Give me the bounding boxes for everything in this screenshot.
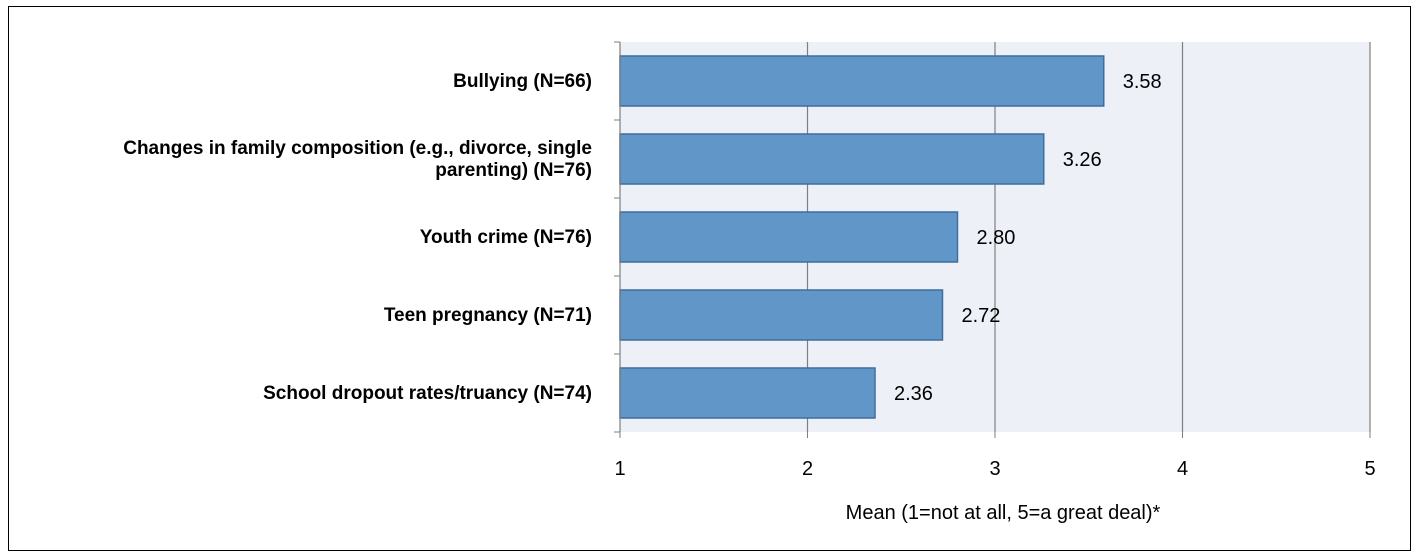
bar	[619, 289, 944, 341]
x-axis-title: Mean (1=not at all, 5=a great deal)*	[846, 502, 1161, 524]
data-label: 2.80	[977, 227, 1016, 249]
x-tick-label: 2	[802, 458, 813, 480]
bars	[619, 55, 1105, 419]
bar	[619, 55, 1105, 107]
category-label: parenting) (N=76)	[435, 160, 592, 181]
category-label: Teen pregnancy (N=71)	[384, 305, 592, 326]
data-label: 3.58	[1123, 71, 1162, 93]
data-label: 2.72	[962, 305, 1001, 327]
x-tick-label: 3	[989, 458, 1000, 480]
category-label: Youth crime (N=76)	[420, 227, 592, 248]
bar	[619, 367, 876, 419]
category-label: Changes in family composition (e.g., div…	[123, 138, 592, 159]
bar	[619, 133, 1045, 185]
tick-labels: 1 2 3 4 5	[614, 458, 1375, 480]
x-tick-label: 4	[1177, 458, 1188, 480]
data-label: 2.36	[894, 383, 933, 405]
x-tick-label: 5	[1364, 458, 1375, 480]
data-label: 3.26	[1063, 149, 1102, 171]
category-label: Bullying (N=66)	[453, 71, 592, 92]
category-labels: Bullying (N=66) Changes in family composi…	[123, 71, 592, 404]
bar	[619, 211, 959, 263]
axes	[614, 41, 1371, 438]
value-labels: 3.58 3.26 2.80 2.72 2.36	[894, 71, 1162, 405]
category-label: School dropout rates/truancy (N=74)	[263, 383, 592, 404]
x-tick-label: 1	[614, 458, 625, 480]
